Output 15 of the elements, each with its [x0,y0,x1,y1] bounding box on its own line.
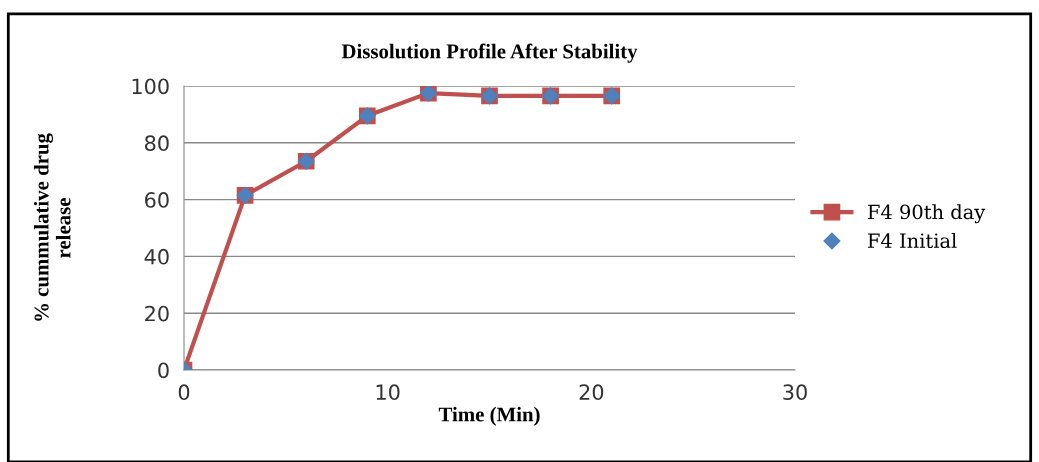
y-tick-label: 20 [145,305,169,322]
x-tick-label: 10 [376,384,400,401]
y-tick-label: 40 [144,248,169,265]
y-tick-label: 80 [145,135,169,152]
x-tick-label: 20 [579,384,604,401]
chart-title: Dissolution Profile After Stability [341,43,638,63]
x-tick-label: 30 [783,384,807,401]
legend-label: F4 Initial [868,233,957,249]
y-tick-label: 60 [145,192,169,208]
legend-label: F4 90th day [868,204,986,224]
y-tick-label: 100 [132,78,169,95]
y-axis-title: % cummulative drug release [33,133,71,321]
x-axis-title: Time (Min) [438,406,540,426]
y-tick-label: 0 [158,362,169,379]
x-tick-label: 0 [178,384,190,401]
